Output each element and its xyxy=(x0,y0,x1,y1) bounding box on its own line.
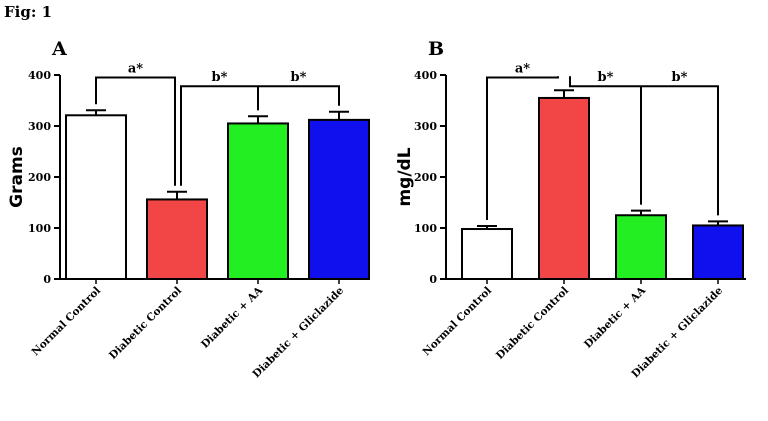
y-tick-label: 0 xyxy=(43,273,51,286)
y-tick-label: 100 xyxy=(414,222,437,235)
significance-bracket-b xyxy=(180,85,340,186)
bar xyxy=(615,214,667,280)
significance-label-b: b* xyxy=(672,70,688,85)
y-tick-label: 400 xyxy=(414,69,437,82)
bar xyxy=(227,122,289,280)
y-tick-label: 300 xyxy=(28,120,51,133)
category-label: Normal Control xyxy=(30,285,104,359)
significance-label-b: b* xyxy=(212,70,228,85)
bar xyxy=(146,198,208,280)
category-label: Diabetic + Gliclazide xyxy=(629,284,725,380)
significance-bracket-b xyxy=(569,76,719,216)
y-tick-label: 200 xyxy=(414,171,437,184)
figure-label: Fig: 1 xyxy=(4,3,53,21)
significance-label-b: b* xyxy=(598,70,614,85)
category-label: Diabetic + AA xyxy=(582,284,649,351)
y-tick-label: 0 xyxy=(429,273,437,286)
significance-bracket-a xyxy=(486,76,559,220)
y-tick-label: 200 xyxy=(28,171,51,184)
significance-bracket-a xyxy=(95,76,176,186)
y-tick-label: 400 xyxy=(28,69,51,82)
category-label: Diabetic + Gliclazide xyxy=(250,284,346,380)
bar xyxy=(692,224,744,280)
category-label: Normal Control xyxy=(421,285,495,359)
panel-label: A xyxy=(51,38,67,60)
y-tick-label: 100 xyxy=(28,222,51,235)
category-label: Diabetic + AA xyxy=(199,284,266,351)
panel-label: B xyxy=(428,38,444,60)
significance-label-b: b* xyxy=(291,70,307,85)
bar xyxy=(538,96,590,280)
significance-label-a: a* xyxy=(515,62,530,77)
significance-label-a: a* xyxy=(128,62,143,77)
y-axis-label: mg/dL xyxy=(395,147,415,206)
y-axis-label: Grams xyxy=(7,146,27,208)
y-tick-label: 300 xyxy=(414,120,437,133)
bar xyxy=(308,118,370,280)
category-label: Diabetic Control xyxy=(107,285,184,362)
bar xyxy=(461,228,513,281)
bar xyxy=(65,114,127,281)
category-label: Diabetic Control xyxy=(494,285,571,362)
